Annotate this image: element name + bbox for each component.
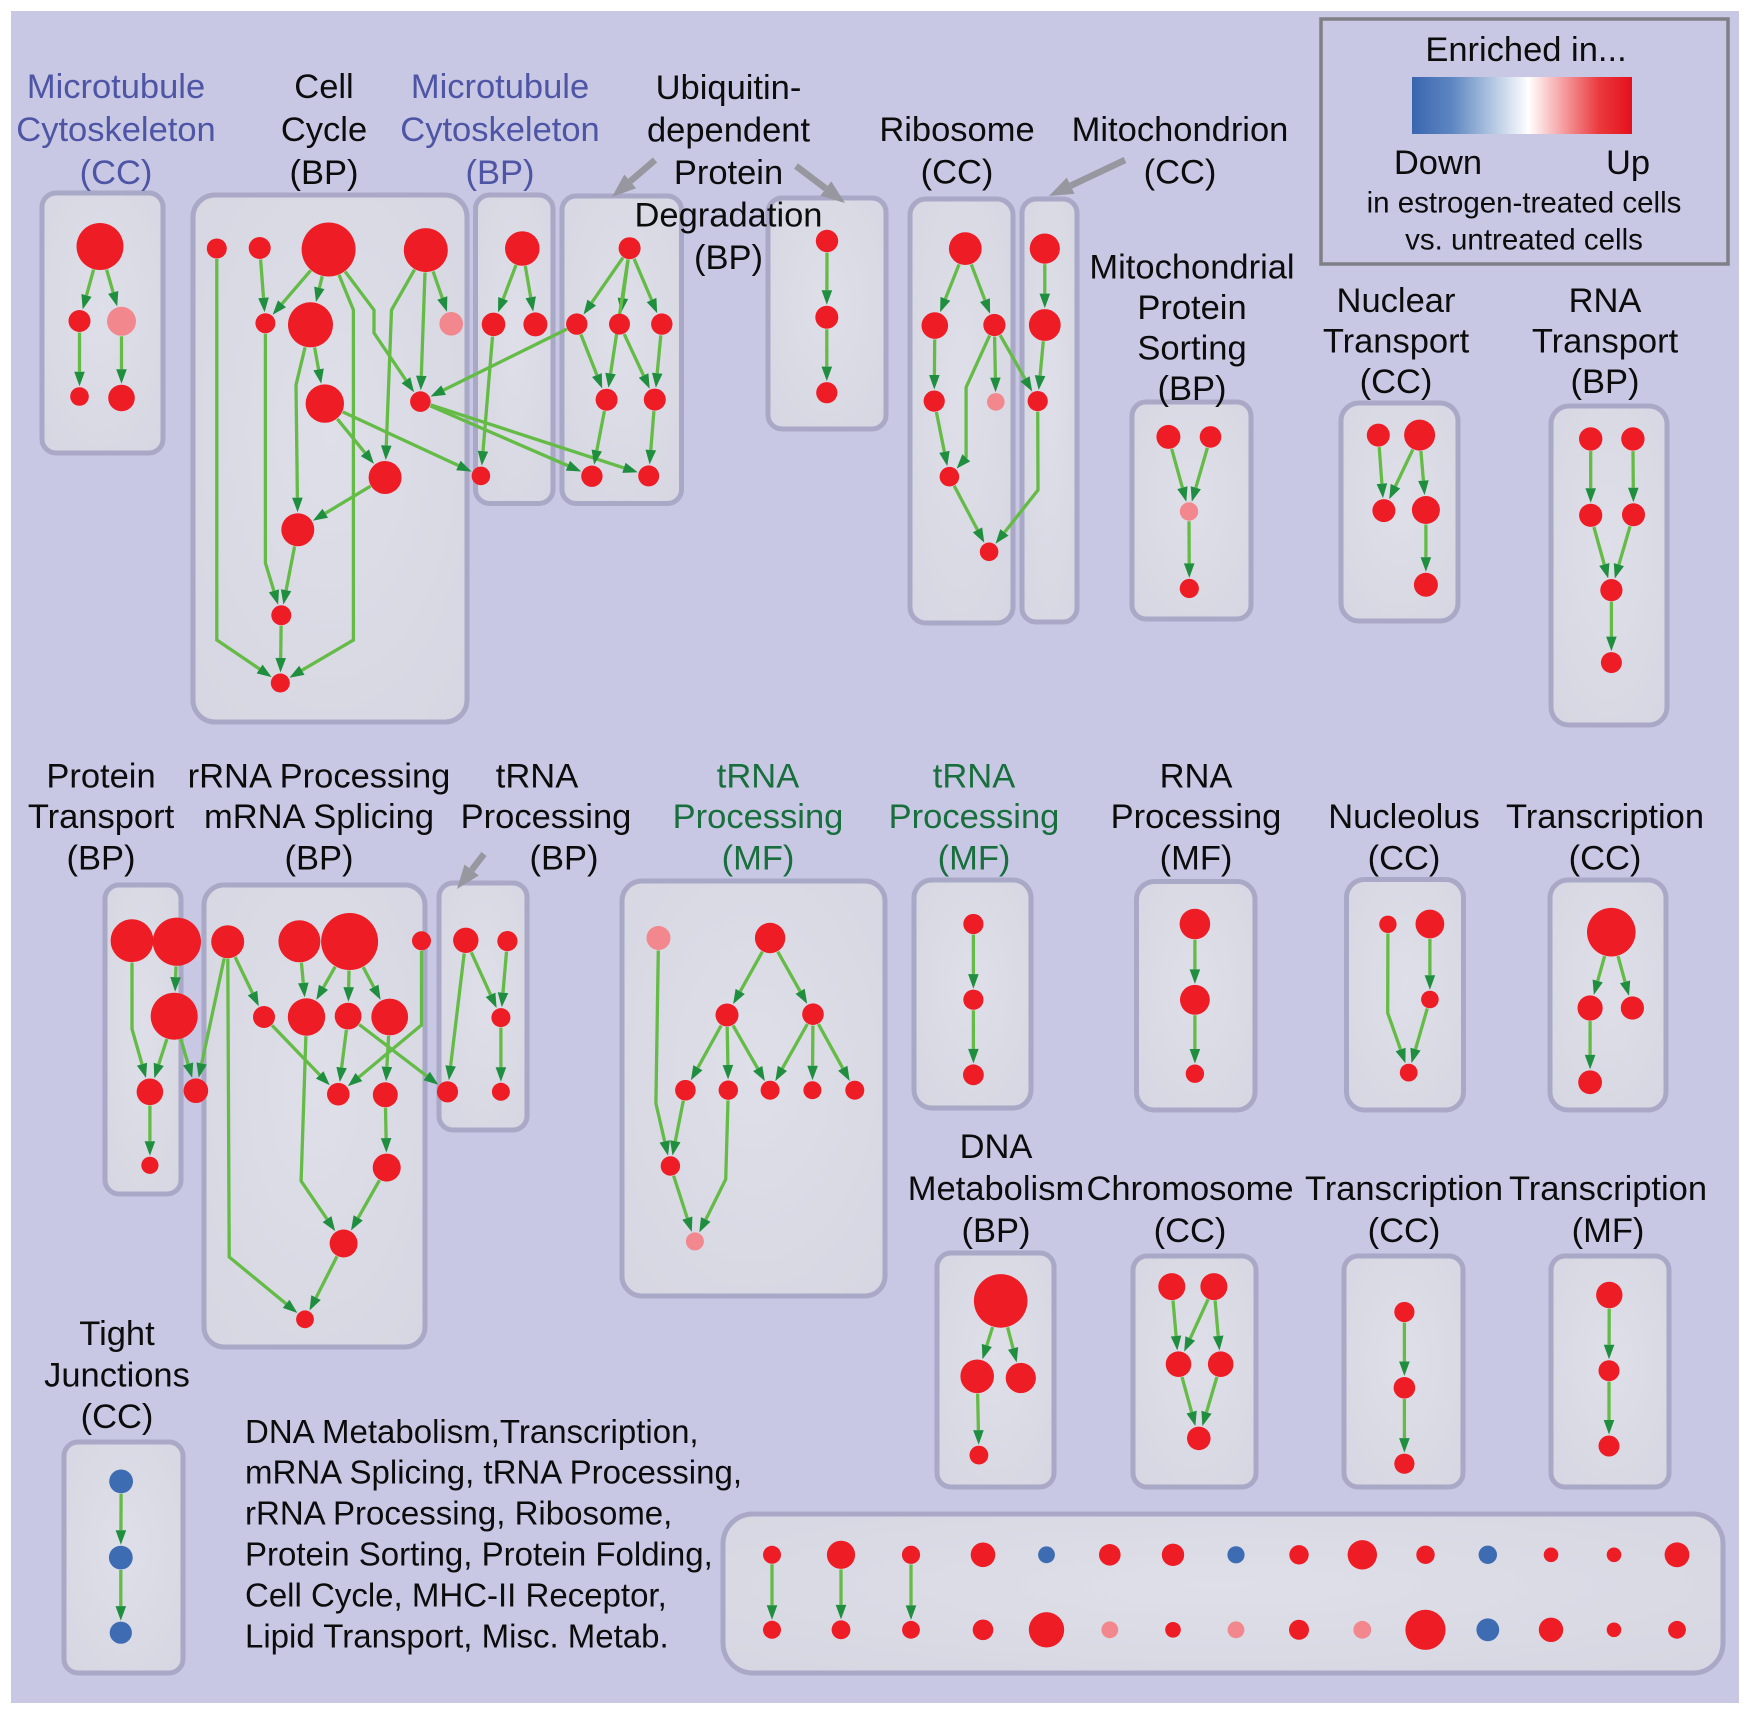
svg-text:(CC): (CC) [1360, 363, 1433, 401]
svg-text:(CC): (CC) [1154, 1212, 1227, 1250]
svg-text:Down: Down [1394, 144, 1482, 182]
svg-text:Lipid Transport, Misc. Metab.: Lipid Transport, Misc. Metab. [245, 1618, 669, 1655]
svg-text:Junctions: Junctions [44, 1357, 190, 1395]
svg-text:RNA: RNA [1569, 282, 1642, 320]
svg-text:(CC): (CC) [1368, 1212, 1441, 1250]
svg-text:(MF): (MF) [722, 840, 795, 878]
svg-text:Microtubule: Microtubule [411, 68, 589, 106]
svg-text:Up: Up [1606, 144, 1650, 182]
svg-text:DNA: DNA [960, 1128, 1033, 1166]
svg-text:tRNA: tRNA [933, 758, 1015, 796]
svg-text:Cytoskeleton: Cytoskeleton [16, 111, 215, 149]
svg-text:(BP): (BP) [1158, 370, 1227, 408]
svg-text:dependent: dependent [647, 112, 810, 150]
svg-text:Nucleolus: Nucleolus [1328, 798, 1480, 836]
svg-text:Cytoskeleton: Cytoskeleton [400, 111, 599, 149]
svg-text:Tight: Tight [79, 1315, 155, 1353]
svg-text:(CC): (CC) [80, 154, 153, 192]
svg-text:Mitochondrion: Mitochondrion [1072, 111, 1289, 149]
svg-text:mRNA Splicing: mRNA Splicing [204, 798, 434, 836]
svg-text:Nuclear: Nuclear [1337, 282, 1456, 320]
svg-text:Protein: Protein [1137, 289, 1246, 327]
svg-text:Processing: Processing [673, 798, 844, 836]
svg-text:(MF): (MF) [1572, 1212, 1645, 1250]
svg-text:Sorting: Sorting [1137, 330, 1246, 368]
svg-text:Transport: Transport [28, 798, 175, 836]
svg-text:Microtubule: Microtubule [27, 68, 205, 106]
svg-text:DNA Metabolism,Transcription,: DNA Metabolism,Transcription, [245, 1413, 699, 1450]
svg-text:Ribosome: Ribosome [879, 111, 1034, 149]
svg-text:Mitochondrial: Mitochondrial [1089, 249, 1294, 287]
svg-text:(CC): (CC) [81, 1398, 154, 1436]
svg-text:Protein: Protein [674, 154, 783, 192]
svg-text:(BP): (BP) [694, 239, 763, 277]
svg-text:(BP): (BP) [466, 154, 535, 192]
svg-text:Transport: Transport [1532, 323, 1679, 361]
svg-text:(BP): (BP) [290, 154, 359, 192]
svg-text:(BP): (BP) [530, 840, 599, 878]
svg-text:Cell Cycle, MHC-II Receptor,: Cell Cycle, MHC-II Receptor, [245, 1577, 667, 1614]
svg-text:Enriched in...: Enriched in... [1425, 31, 1626, 69]
svg-text:Ubiquitin-: Ubiquitin- [656, 69, 802, 107]
svg-text:Cycle: Cycle [281, 111, 367, 149]
svg-text:tRNA: tRNA [717, 758, 799, 796]
svg-text:vs. untreated cells: vs. untreated cells [1405, 224, 1643, 257]
svg-text:Metabolism: Metabolism [908, 1170, 1084, 1208]
svg-text:tRNA: tRNA [496, 758, 578, 796]
svg-text:Transport: Transport [1323, 323, 1470, 361]
svg-text:(CC): (CC) [1368, 840, 1441, 878]
svg-text:Cell: Cell [294, 68, 353, 106]
svg-text:(CC): (CC) [921, 154, 994, 192]
svg-text:(BP): (BP) [962, 1212, 1031, 1250]
svg-text:Processing: Processing [1111, 798, 1282, 836]
svg-text:(MF): (MF) [938, 840, 1011, 878]
svg-text:in estrogen-treated cells: in estrogen-treated cells [1367, 187, 1682, 220]
svg-text:Transcription: Transcription [1506, 798, 1704, 836]
svg-text:Protein: Protein [46, 758, 155, 796]
svg-text:Transcription: Transcription [1509, 1170, 1707, 1208]
svg-text:RNA: RNA [1160, 758, 1233, 796]
svg-text:mRNA Splicing, tRNA Processing: mRNA Splicing, tRNA Processing, [245, 1454, 742, 1491]
svg-text:rRNA Processing: rRNA Processing [188, 758, 451, 796]
svg-text:(CC): (CC) [1569, 840, 1642, 878]
svg-text:Processing: Processing [889, 798, 1060, 836]
svg-text:(CC): (CC) [1144, 154, 1217, 192]
svg-text:(MF): (MF) [1160, 840, 1233, 878]
svg-text:(BP): (BP) [1571, 363, 1640, 401]
svg-text:rRNA Processing, Ribosome,: rRNA Processing, Ribosome, [245, 1495, 672, 1532]
svg-text:Degradation: Degradation [635, 197, 823, 235]
svg-text:Chromosome: Chromosome [1086, 1170, 1293, 1208]
svg-text:Transcription: Transcription [1305, 1170, 1503, 1208]
svg-text:Processing: Processing [461, 798, 632, 836]
svg-text:(BP): (BP) [67, 840, 136, 878]
svg-text:(BP): (BP) [285, 840, 354, 878]
svg-text:Protein Sorting, Protein Foldi: Protein Sorting, Protein Folding, [245, 1536, 713, 1573]
